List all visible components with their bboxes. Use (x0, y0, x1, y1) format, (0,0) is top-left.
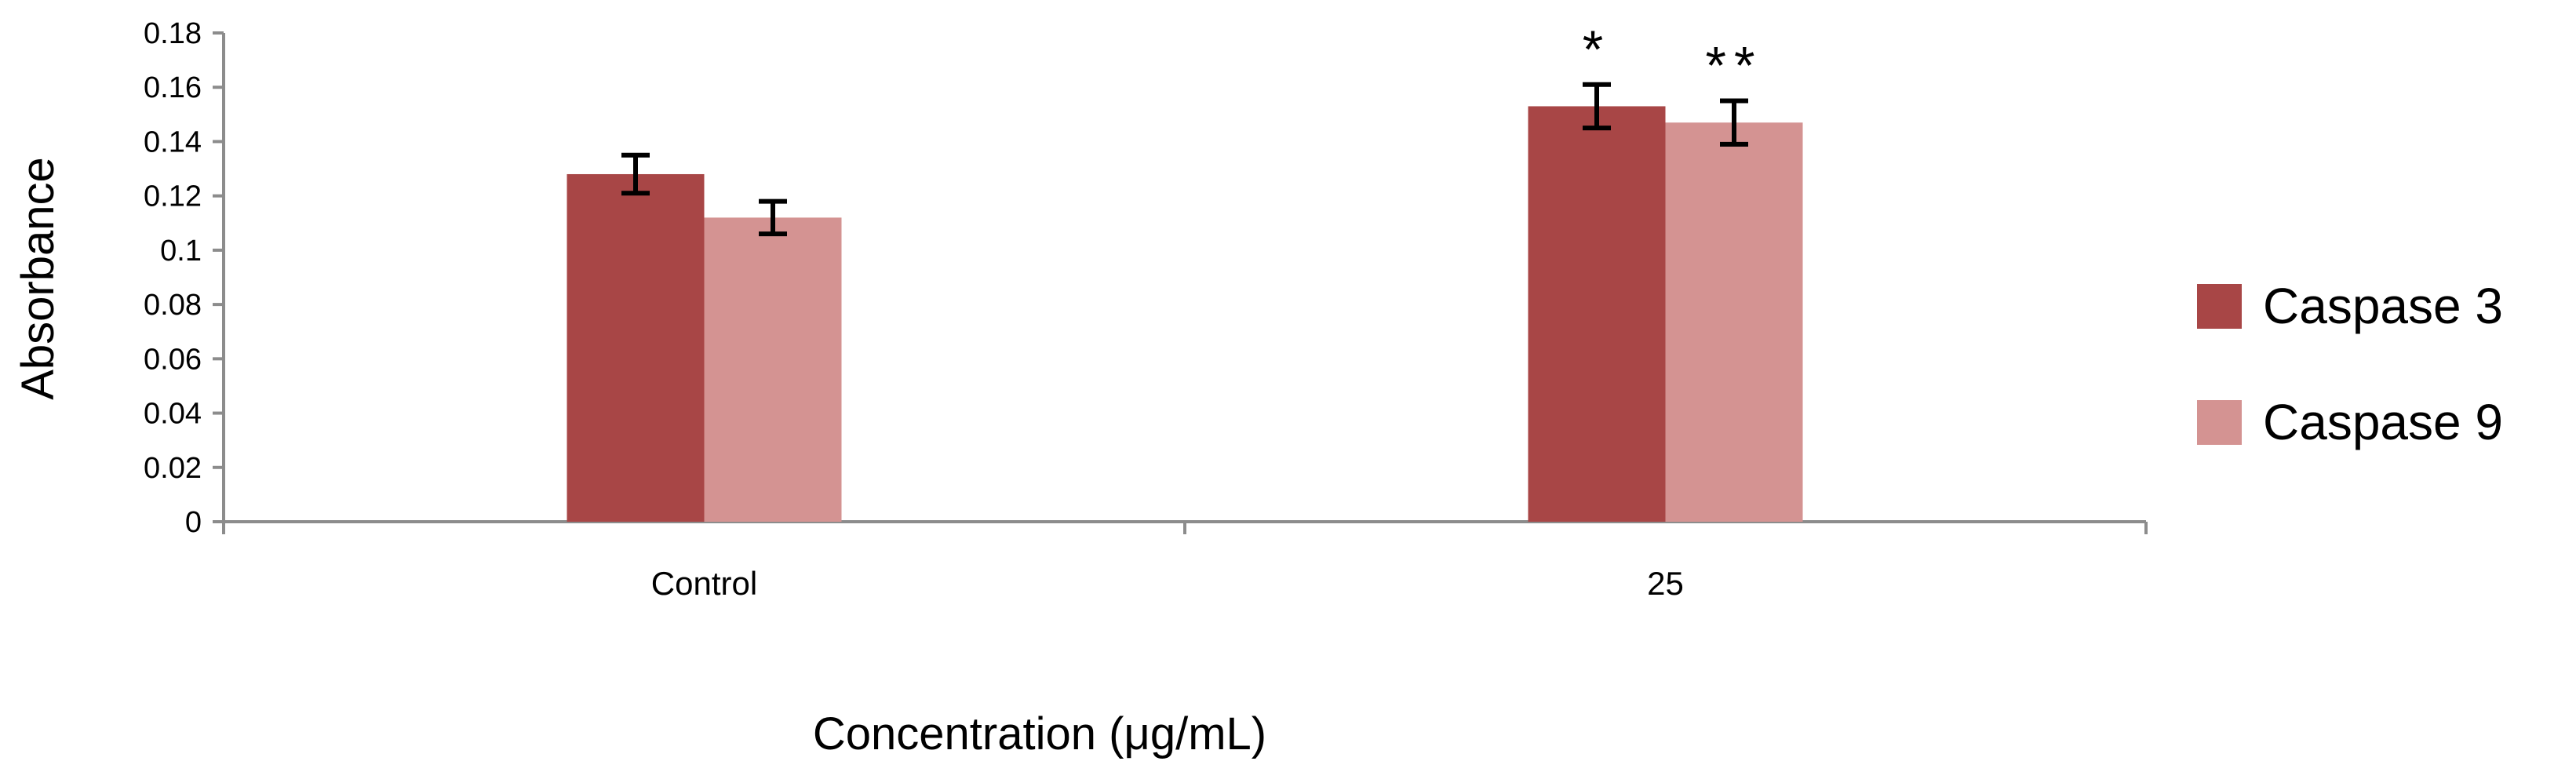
legend: Caspase 3 Caspase 9 (2197, 278, 2503, 450)
y-axis-label: Absorbance (13, 157, 64, 400)
legend-label: Caspase 3 (2263, 278, 2503, 334)
legend-label: Caspase 9 (2263, 394, 2503, 450)
x-axis: Control 25 (222, 520, 2148, 602)
y-axis: 0 0.02 0.04 0.06 0.08 0.1 0.12 0.14 0.16 0.18 (144, 17, 225, 539)
legend-swatch (2197, 284, 2242, 329)
y-tick-label: 0.06 (144, 343, 202, 376)
y-tick-label: 0.1 (160, 235, 202, 268)
y-tick-label: 0.14 (144, 126, 202, 158)
x-tick-label: Control (651, 565, 757, 602)
y-tick-label: 0.12 (144, 180, 202, 213)
y-tick-label: 0.08 (144, 289, 202, 322)
bar (704, 217, 842, 522)
significance-annotation: * (1583, 20, 1611, 79)
y-tick-label: 0.02 (144, 452, 202, 485)
y-tick-label: 0.04 (144, 398, 202, 431)
significance-annotation: ** (1706, 36, 1763, 96)
y-tick-label: 0.16 (144, 71, 202, 104)
y-tick-label: 0 (185, 506, 202, 539)
bar (1528, 106, 1666, 522)
y-tick-label: 0.18 (144, 17, 202, 50)
legend-swatch (2197, 400, 2242, 445)
bars: * ** (567, 20, 1803, 522)
bar (1665, 122, 1803, 522)
x-axis-label: Concentration (μg/mL) (813, 708, 1266, 759)
bar (567, 173, 705, 522)
x-tick-label: 25 (1647, 565, 1684, 602)
